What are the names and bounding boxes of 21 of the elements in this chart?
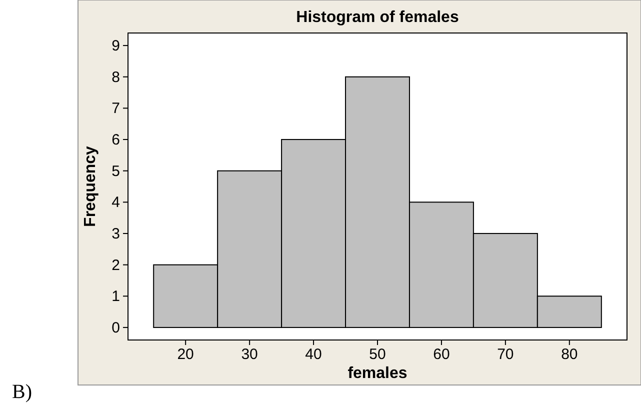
- y-tick-label: 1: [112, 288, 120, 306]
- y-tick-label: 4: [112, 194, 120, 212]
- x-axis-title: females: [348, 365, 408, 382]
- x-tick-label: 70: [497, 346, 514, 363]
- y-tick-label: 5: [112, 162, 120, 180]
- y-tick-label: 9: [112, 38, 120, 55]
- y-tick-label: 8: [112, 68, 120, 86]
- y-axis-title: Frequency: [82, 146, 99, 227]
- x-tick-label: 60: [433, 346, 450, 363]
- x-tick-label: 50: [369, 346, 386, 363]
- y-tick-label: 6: [112, 132, 120, 149]
- y-tick-label: 3: [112, 225, 120, 242]
- y-tick-label: 0: [112, 319, 120, 336]
- text: B): [12, 381, 32, 403]
- x-tick-label: 30: [241, 346, 258, 363]
- chart-title: Histogram of females: [296, 9, 459, 26]
- x-tick-label: 80: [561, 346, 578, 363]
- y-tick-label: 2: [112, 256, 120, 274]
- x-tick-label: 20: [177, 346, 194, 363]
- x-tick-label: 40: [305, 346, 322, 363]
- y-tick-label: 7: [112, 100, 120, 118]
